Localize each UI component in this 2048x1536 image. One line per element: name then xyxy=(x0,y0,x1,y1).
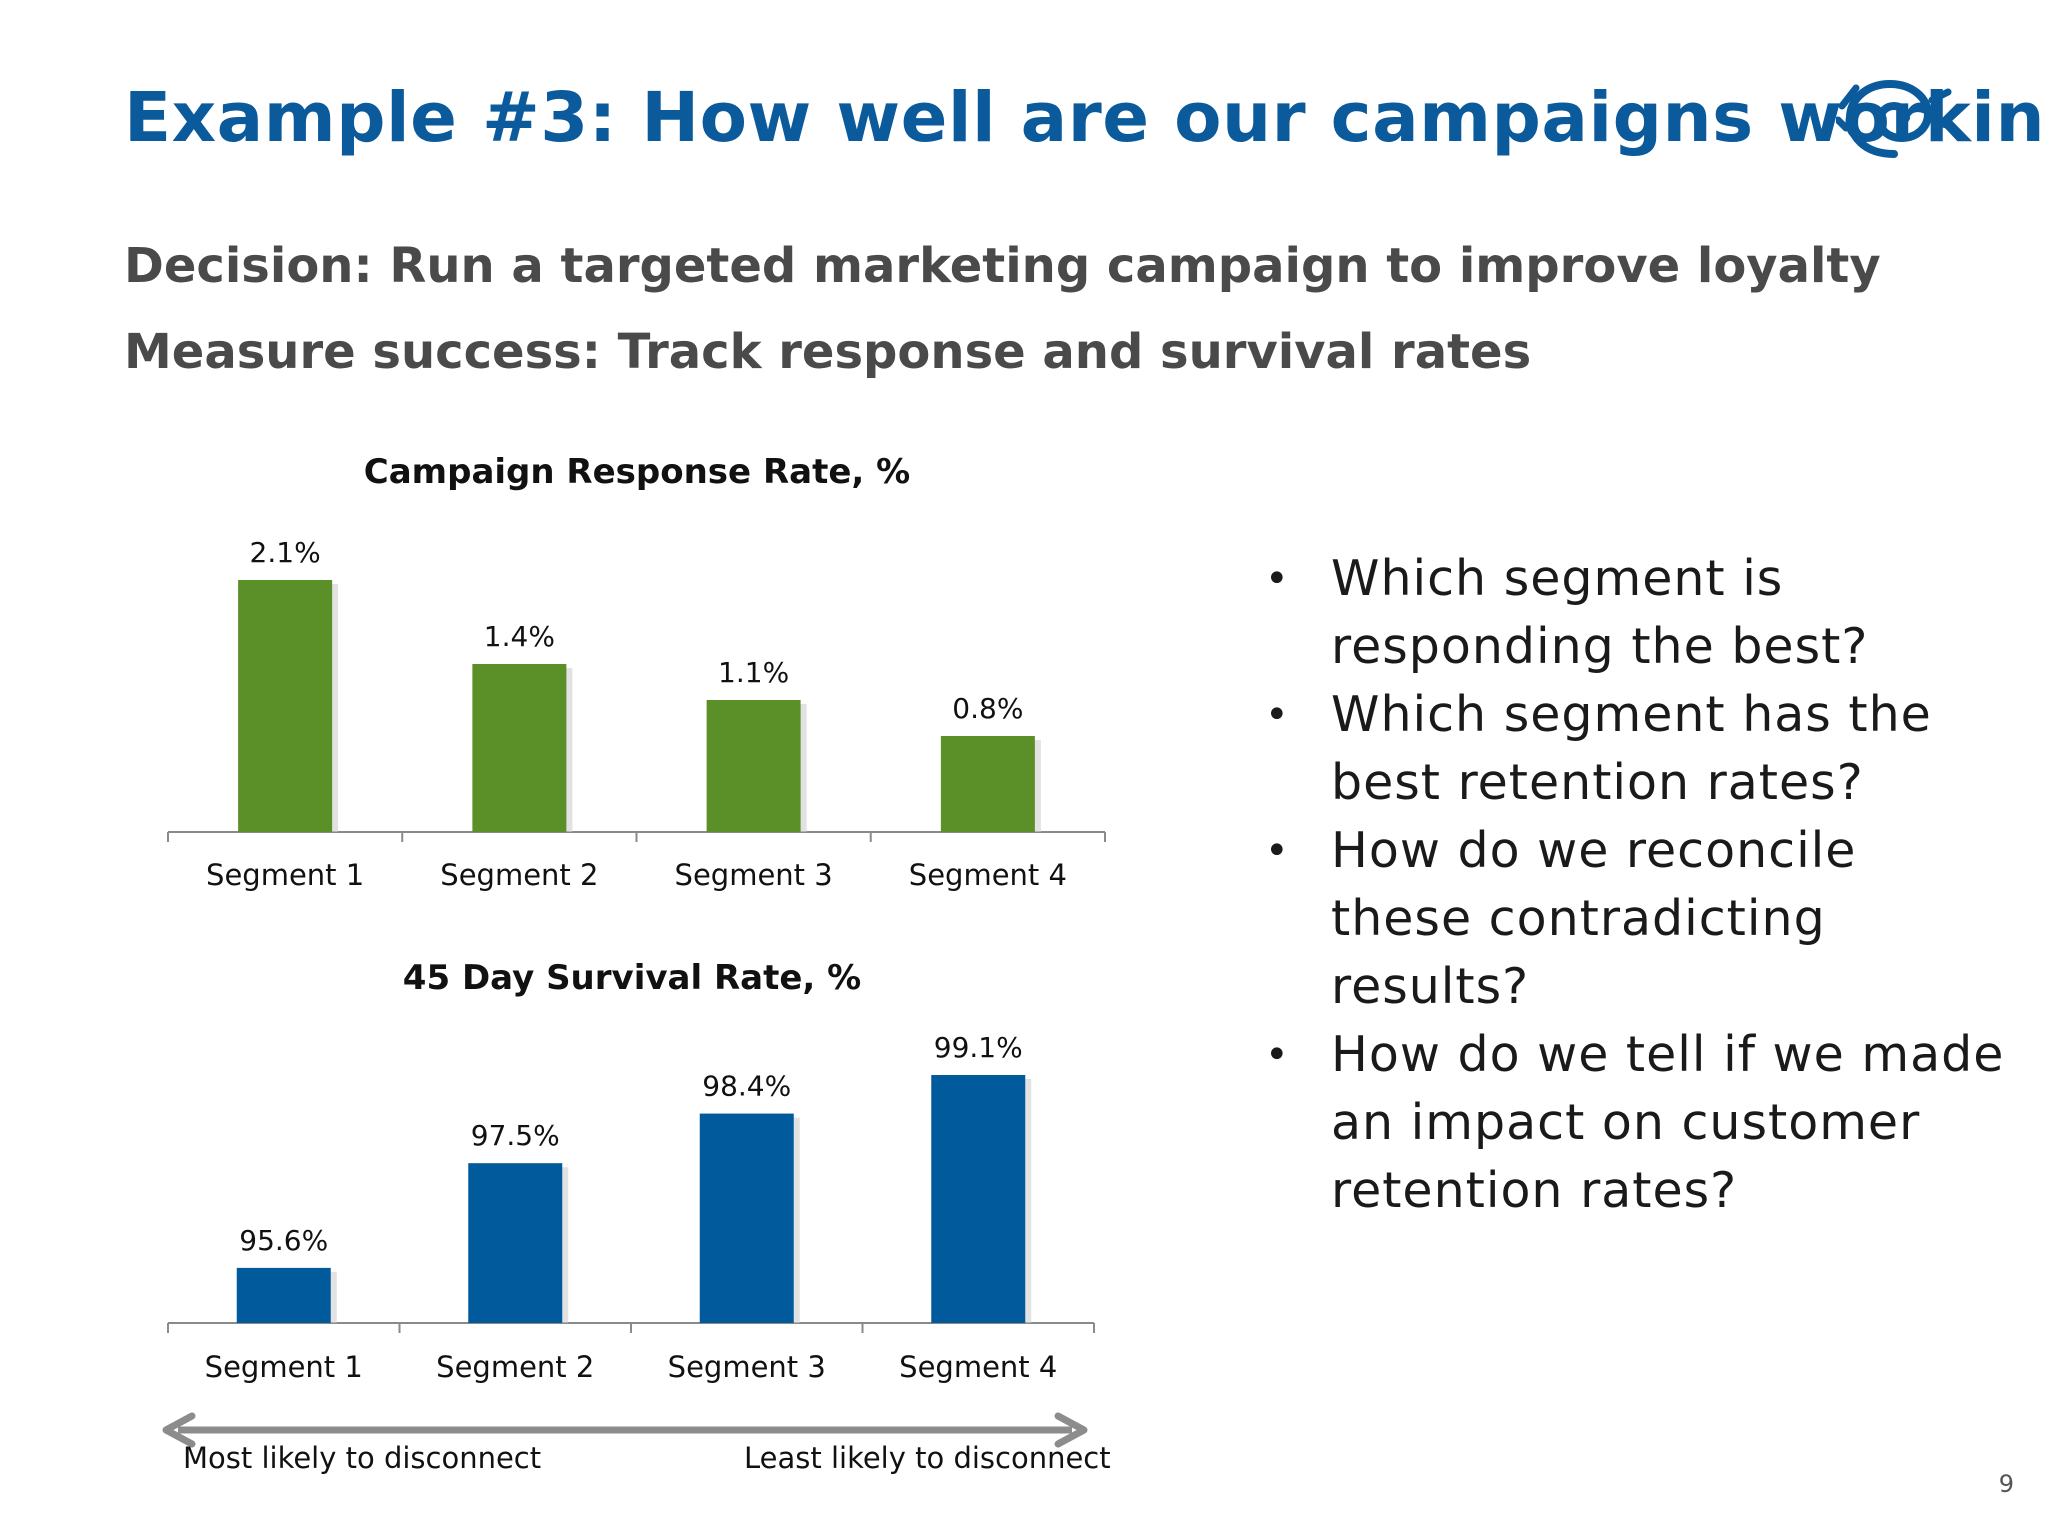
arrow-right-head-icon xyxy=(1054,1412,1088,1448)
decision-text: Decision: Run a targeted marketing campa… xyxy=(124,238,1881,294)
response-bar xyxy=(706,700,801,832)
response-category-label: Segment 4 xyxy=(909,858,1067,892)
bullet-text: Which segment is responding the best? xyxy=(1331,550,1869,675)
bullet-text: Which segment has the best retention rat… xyxy=(1331,686,1932,811)
company-logo-icon xyxy=(1836,79,1952,158)
response-category-label: Segment 2 xyxy=(440,858,598,892)
bullet-text: How do we reconcile these contradicting … xyxy=(1331,822,1857,1015)
bullet-item: • Which segment has the best retention ra… xyxy=(1265,681,2005,817)
response-data-label: 0.8% xyxy=(952,692,1023,725)
survival-data-label: 95.6% xyxy=(239,1224,328,1257)
survival-chart-title: 45 Day Survival Rate, % xyxy=(402,958,862,998)
arrow-left-head-icon xyxy=(162,1412,196,1448)
survival-bar xyxy=(236,1267,331,1323)
survival-category-label: Segment 2 xyxy=(436,1350,594,1384)
response-bar xyxy=(238,580,333,832)
response-data-label: 1.1% xyxy=(718,656,789,689)
response-bar xyxy=(472,664,567,832)
survival-bar xyxy=(931,1075,1026,1323)
slide-title: Example #3: How well are our campaigns w… xyxy=(124,78,2048,158)
response-data-label: 2.1% xyxy=(250,536,321,569)
survival-data-label: 99.1% xyxy=(934,1031,1023,1064)
bullet-icon: • xyxy=(1265,828,1290,874)
survival-data-label: 98.4% xyxy=(702,1070,791,1103)
measure-text: Measure success: Track response and surv… xyxy=(124,324,1532,380)
survival-data-label: 97.5% xyxy=(471,1119,560,1152)
page-number: 9 xyxy=(1998,1470,2014,1498)
response-category-label: Segment 3 xyxy=(675,858,833,892)
bullet-item: • Which segment is responding the best? xyxy=(1265,545,2005,681)
response-bar xyxy=(940,736,1035,832)
survival-category-label: Segment 3 xyxy=(668,1350,826,1384)
arrow-right-label: Least likely to disconnect xyxy=(744,1441,1111,1475)
response-category-label: Segment 1 xyxy=(206,858,364,892)
question-list: • Which segment is responding the best? •… xyxy=(1265,545,2005,1225)
bullet-item: • How do we tell if we made an impact on … xyxy=(1265,1021,2005,1225)
bullet-icon: • xyxy=(1265,1032,1290,1078)
arrow-left-label: Most likely to disconnect xyxy=(183,1441,542,1475)
survival-bar xyxy=(468,1163,563,1323)
survival-bar xyxy=(699,1113,794,1323)
survival-category-label: Segment 4 xyxy=(899,1350,1057,1384)
response-data-label: 1.4% xyxy=(484,620,555,653)
bullet-text: How do we tell if we made an impact on c… xyxy=(1331,1026,2005,1219)
response-chart-title: Campaign Response Rate, % xyxy=(363,452,911,492)
bullet-icon: • xyxy=(1265,692,1290,738)
bullet-icon: • xyxy=(1265,556,1290,602)
bullet-item: • How do we reconcile these contradicting… xyxy=(1265,817,2005,1021)
survival-category-label: Segment 1 xyxy=(205,1350,363,1384)
